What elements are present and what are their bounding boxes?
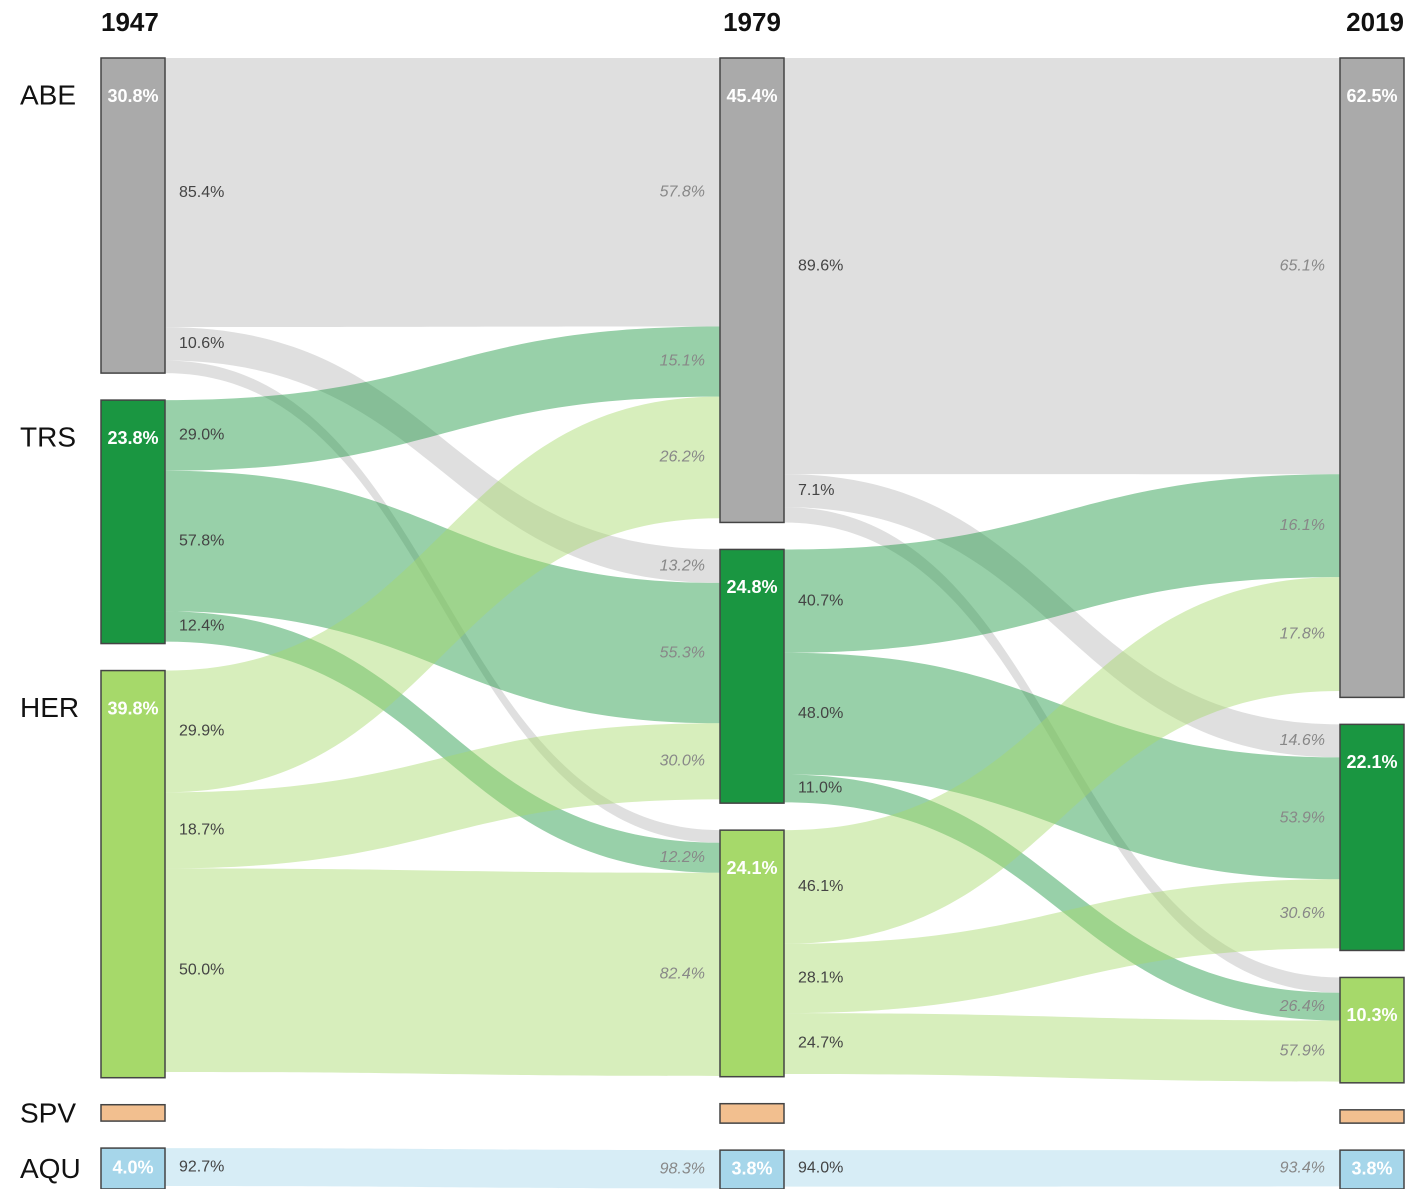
category-label: HER <box>20 692 79 723</box>
node <box>1339 976 1405 1084</box>
node-label: 3.8% <box>731 1158 772 1178</box>
flow-source-label: 7.1% <box>798 482 834 499</box>
flow-source-label: 92.7% <box>179 1158 224 1175</box>
flow-source-label: 24.7% <box>798 1035 843 1052</box>
flow-source-label: 48.0% <box>798 705 843 722</box>
flow-target-label: 57.8% <box>660 183 705 200</box>
node-label: 4.0% <box>112 1157 153 1177</box>
node <box>100 1147 166 1189</box>
flow-source-label: 28.1% <box>798 970 843 987</box>
node-label: 24.1% <box>726 858 777 878</box>
flow-source-label: 85.4% <box>179 184 224 201</box>
flow <box>165 327 720 583</box>
flow <box>165 58 720 328</box>
node <box>719 829 785 1078</box>
flow-target-label: 65.1% <box>1280 257 1325 274</box>
flow-source-label: 29.9% <box>179 723 224 740</box>
node-label: 30.8% <box>107 86 158 106</box>
node-label: 62.5% <box>1346 86 1397 106</box>
node-label: 10.3% <box>1346 1005 1397 1025</box>
flow-source-label: 10.6% <box>179 335 224 352</box>
node-label: 22.1% <box>1346 752 1397 772</box>
year-label: 1947 <box>101 7 159 37</box>
year-label: 2019 <box>1346 7 1404 37</box>
flow <box>784 507 1340 993</box>
flow-source-label: 50.0% <box>179 961 224 978</box>
node <box>100 399 166 645</box>
category-label: SPV <box>20 1097 76 1128</box>
node-label: 23.8% <box>107 428 158 448</box>
flow-source-label: 94.0% <box>798 1160 843 1177</box>
node <box>100 57 166 374</box>
flow <box>784 1150 1340 1187</box>
flow-source-label: 11.0% <box>798 780 842 797</box>
flow-target-label: 30.6% <box>1280 905 1325 922</box>
flows <box>165 58 1340 1189</box>
flow-source-label: 57.8% <box>179 532 224 549</box>
nodes: 85.4% 57.8% 10.6% 13.2% 29.0% 15.1% 57.8% 55.3%… <box>20 57 1405 1189</box>
flow-target-label: 57.9% <box>1280 1042 1325 1059</box>
flow-target-label: 53.9% <box>1280 810 1325 827</box>
flow <box>784 1013 1340 1082</box>
flow-target-label: 16.1% <box>1280 517 1325 534</box>
flow <box>784 879 1340 1014</box>
flow-source-label: 40.7% <box>798 592 843 609</box>
flow-source-label: 12.4% <box>179 618 224 635</box>
flow-target-label: 93.4% <box>1280 1159 1325 1176</box>
node-label: 24.8% <box>726 577 777 597</box>
node <box>1339 723 1405 952</box>
node <box>719 548 785 804</box>
flow <box>784 577 1340 944</box>
flow-target-label: 15.1% <box>660 353 705 370</box>
flow <box>165 360 720 843</box>
flow <box>784 474 1340 653</box>
flow-target-label: 13.2% <box>660 557 705 574</box>
flow <box>165 1148 720 1189</box>
node <box>719 57 785 524</box>
node-label: 45.4% <box>726 86 777 106</box>
flow <box>165 396 720 793</box>
flow-target-label: 30.0% <box>660 753 705 770</box>
category-label: ABE <box>20 79 76 110</box>
category-label: AQU <box>20 1153 81 1184</box>
flow <box>165 723 720 869</box>
year-label: 1979 <box>723 7 781 37</box>
flow-target-label: 26.4% <box>1279 998 1325 1015</box>
flow-source-label: 18.7% <box>179 822 224 839</box>
flow <box>165 868 720 1076</box>
node-label: 3.8% <box>1351 1158 1392 1178</box>
flow <box>784 474 1340 758</box>
flow <box>165 326 720 471</box>
flow-target-label: 98.3% <box>660 1160 705 1177</box>
flow-source-label: 89.6% <box>798 257 843 274</box>
node <box>100 669 166 1079</box>
node <box>719 1102 785 1124</box>
node <box>1339 1109 1405 1124</box>
flow <box>165 470 720 724</box>
flow <box>165 611 720 873</box>
node-label: 39.8% <box>107 698 158 718</box>
flow-target-label: 26.2% <box>659 449 705 466</box>
flow-source-label: 29.0% <box>179 427 224 444</box>
flow-source-label: 46.1% <box>798 878 843 895</box>
flow-target-label: 12.2% <box>660 849 705 866</box>
flow-target-label: 82.4% <box>660 966 705 983</box>
flow-target-label: 17.8% <box>1280 625 1325 642</box>
node <box>1339 57 1405 699</box>
flow <box>784 58 1340 475</box>
flow <box>784 652 1340 880</box>
flow-target-label: 55.3% <box>660 644 705 661</box>
flow-target-label: 14.6% <box>1280 732 1325 749</box>
flow <box>784 774 1340 1021</box>
category-label: TRS <box>20 421 76 452</box>
node <box>100 1103 166 1122</box>
